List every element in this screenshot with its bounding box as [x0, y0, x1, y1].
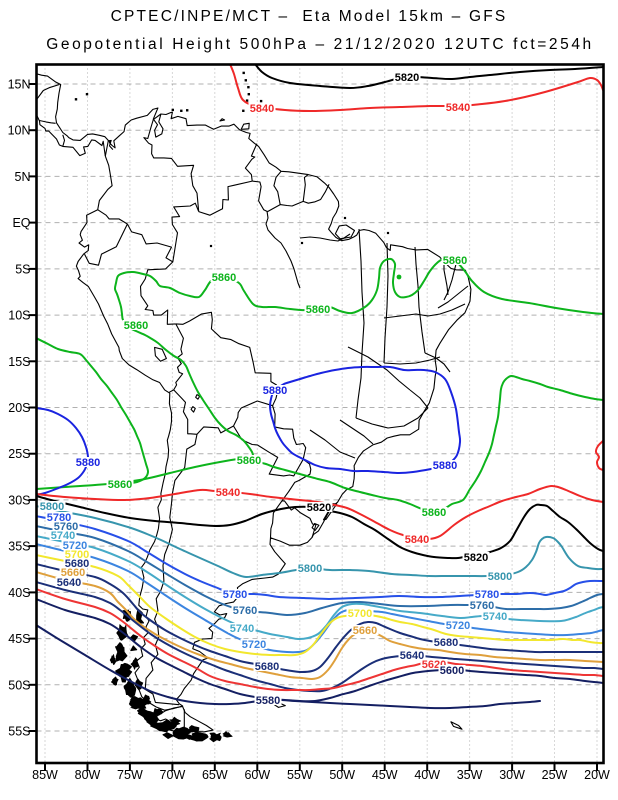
svg-text:Geopotential Height 500hPa – 2: Geopotential Height 500hPa – 21/12/2020 … [46, 36, 594, 53]
svg-text:40W: 40W [414, 768, 440, 782]
svg-text:5800: 5800 [298, 563, 322, 575]
svg-text:5860: 5860 [306, 304, 330, 316]
svg-text:30W: 30W [499, 768, 525, 782]
svg-text:20W: 20W [584, 768, 610, 782]
svg-text:5640: 5640 [57, 577, 81, 589]
svg-text:5800: 5800 [40, 501, 64, 513]
svg-text:5680: 5680 [434, 637, 458, 649]
svg-text:35S: 35S [8, 540, 30, 554]
svg-text:15S: 15S [8, 355, 30, 369]
svg-text:5780: 5780 [475, 589, 499, 601]
svg-text:5760: 5760 [233, 605, 257, 617]
svg-text:45S: 45S [8, 632, 30, 646]
svg-text:5860: 5860 [422, 507, 446, 519]
svg-text:5S: 5S [15, 262, 30, 276]
svg-text:EQ: EQ [12, 216, 30, 230]
svg-text:60W: 60W [244, 768, 270, 782]
svg-text:5660: 5660 [61, 567, 85, 579]
svg-text:5880: 5880 [263, 385, 287, 397]
svg-text:35W: 35W [457, 768, 483, 782]
svg-text:CPTEC/INPE/MCT – Eta Model 15: CPTEC/INPE/MCT – Eta Model 15km – GFS [111, 8, 508, 25]
svg-text:85W: 85W [32, 768, 58, 782]
svg-text:75W: 75W [117, 768, 143, 782]
svg-text:5860: 5860 [237, 455, 261, 467]
svg-text:5700: 5700 [348, 608, 372, 620]
svg-text:50W: 50W [329, 768, 355, 782]
svg-text:5580: 5580 [256, 695, 280, 707]
svg-text:5840: 5840 [446, 102, 470, 114]
svg-text:15N: 15N [8, 78, 31, 92]
svg-text:5640: 5640 [400, 650, 424, 662]
svg-text:5720: 5720 [446, 620, 470, 632]
svg-text:5820: 5820 [464, 552, 488, 564]
svg-text:5660: 5660 [353, 625, 377, 637]
svg-text:5860: 5860 [212, 272, 236, 284]
svg-text:5740: 5740 [483, 611, 507, 623]
svg-text:5740: 5740 [51, 530, 75, 542]
svg-text:65W: 65W [202, 768, 228, 782]
svg-text:5780: 5780 [223, 589, 247, 601]
svg-text:70W: 70W [160, 768, 186, 782]
svg-text:5800: 5800 [488, 571, 512, 583]
svg-text:5860: 5860 [108, 479, 132, 491]
svg-text:5860: 5860 [124, 320, 148, 332]
svg-text:5720: 5720 [242, 639, 266, 651]
svg-text:5600: 5600 [440, 665, 464, 677]
svg-text:5760: 5760 [470, 600, 494, 612]
svg-text:55S: 55S [8, 725, 30, 739]
svg-text:55W: 55W [287, 768, 313, 782]
svg-text:30S: 30S [8, 493, 30, 507]
svg-text:5860: 5860 [443, 255, 467, 267]
svg-text:20S: 20S [8, 401, 30, 415]
svg-text:5820: 5820 [395, 72, 419, 84]
svg-text:5680: 5680 [255, 661, 279, 673]
svg-text:5880: 5880 [433, 460, 457, 472]
svg-text:5740: 5740 [230, 623, 254, 635]
svg-text:25W: 25W [542, 768, 568, 782]
svg-text:5840: 5840 [216, 487, 240, 499]
svg-text:10N: 10N [8, 124, 31, 138]
svg-text:45W: 45W [372, 768, 398, 782]
svg-text:5N: 5N [15, 170, 31, 184]
svg-text:40S: 40S [8, 586, 30, 600]
svg-text:5840: 5840 [250, 103, 274, 115]
svg-text:25S: 25S [8, 447, 30, 461]
svg-text:5840: 5840 [405, 534, 429, 546]
svg-text:80W: 80W [75, 768, 101, 782]
svg-text:50S: 50S [8, 678, 30, 692]
svg-text:10S: 10S [8, 309, 30, 323]
svg-text:5820: 5820 [307, 502, 331, 514]
svg-text:5880: 5880 [76, 457, 100, 469]
